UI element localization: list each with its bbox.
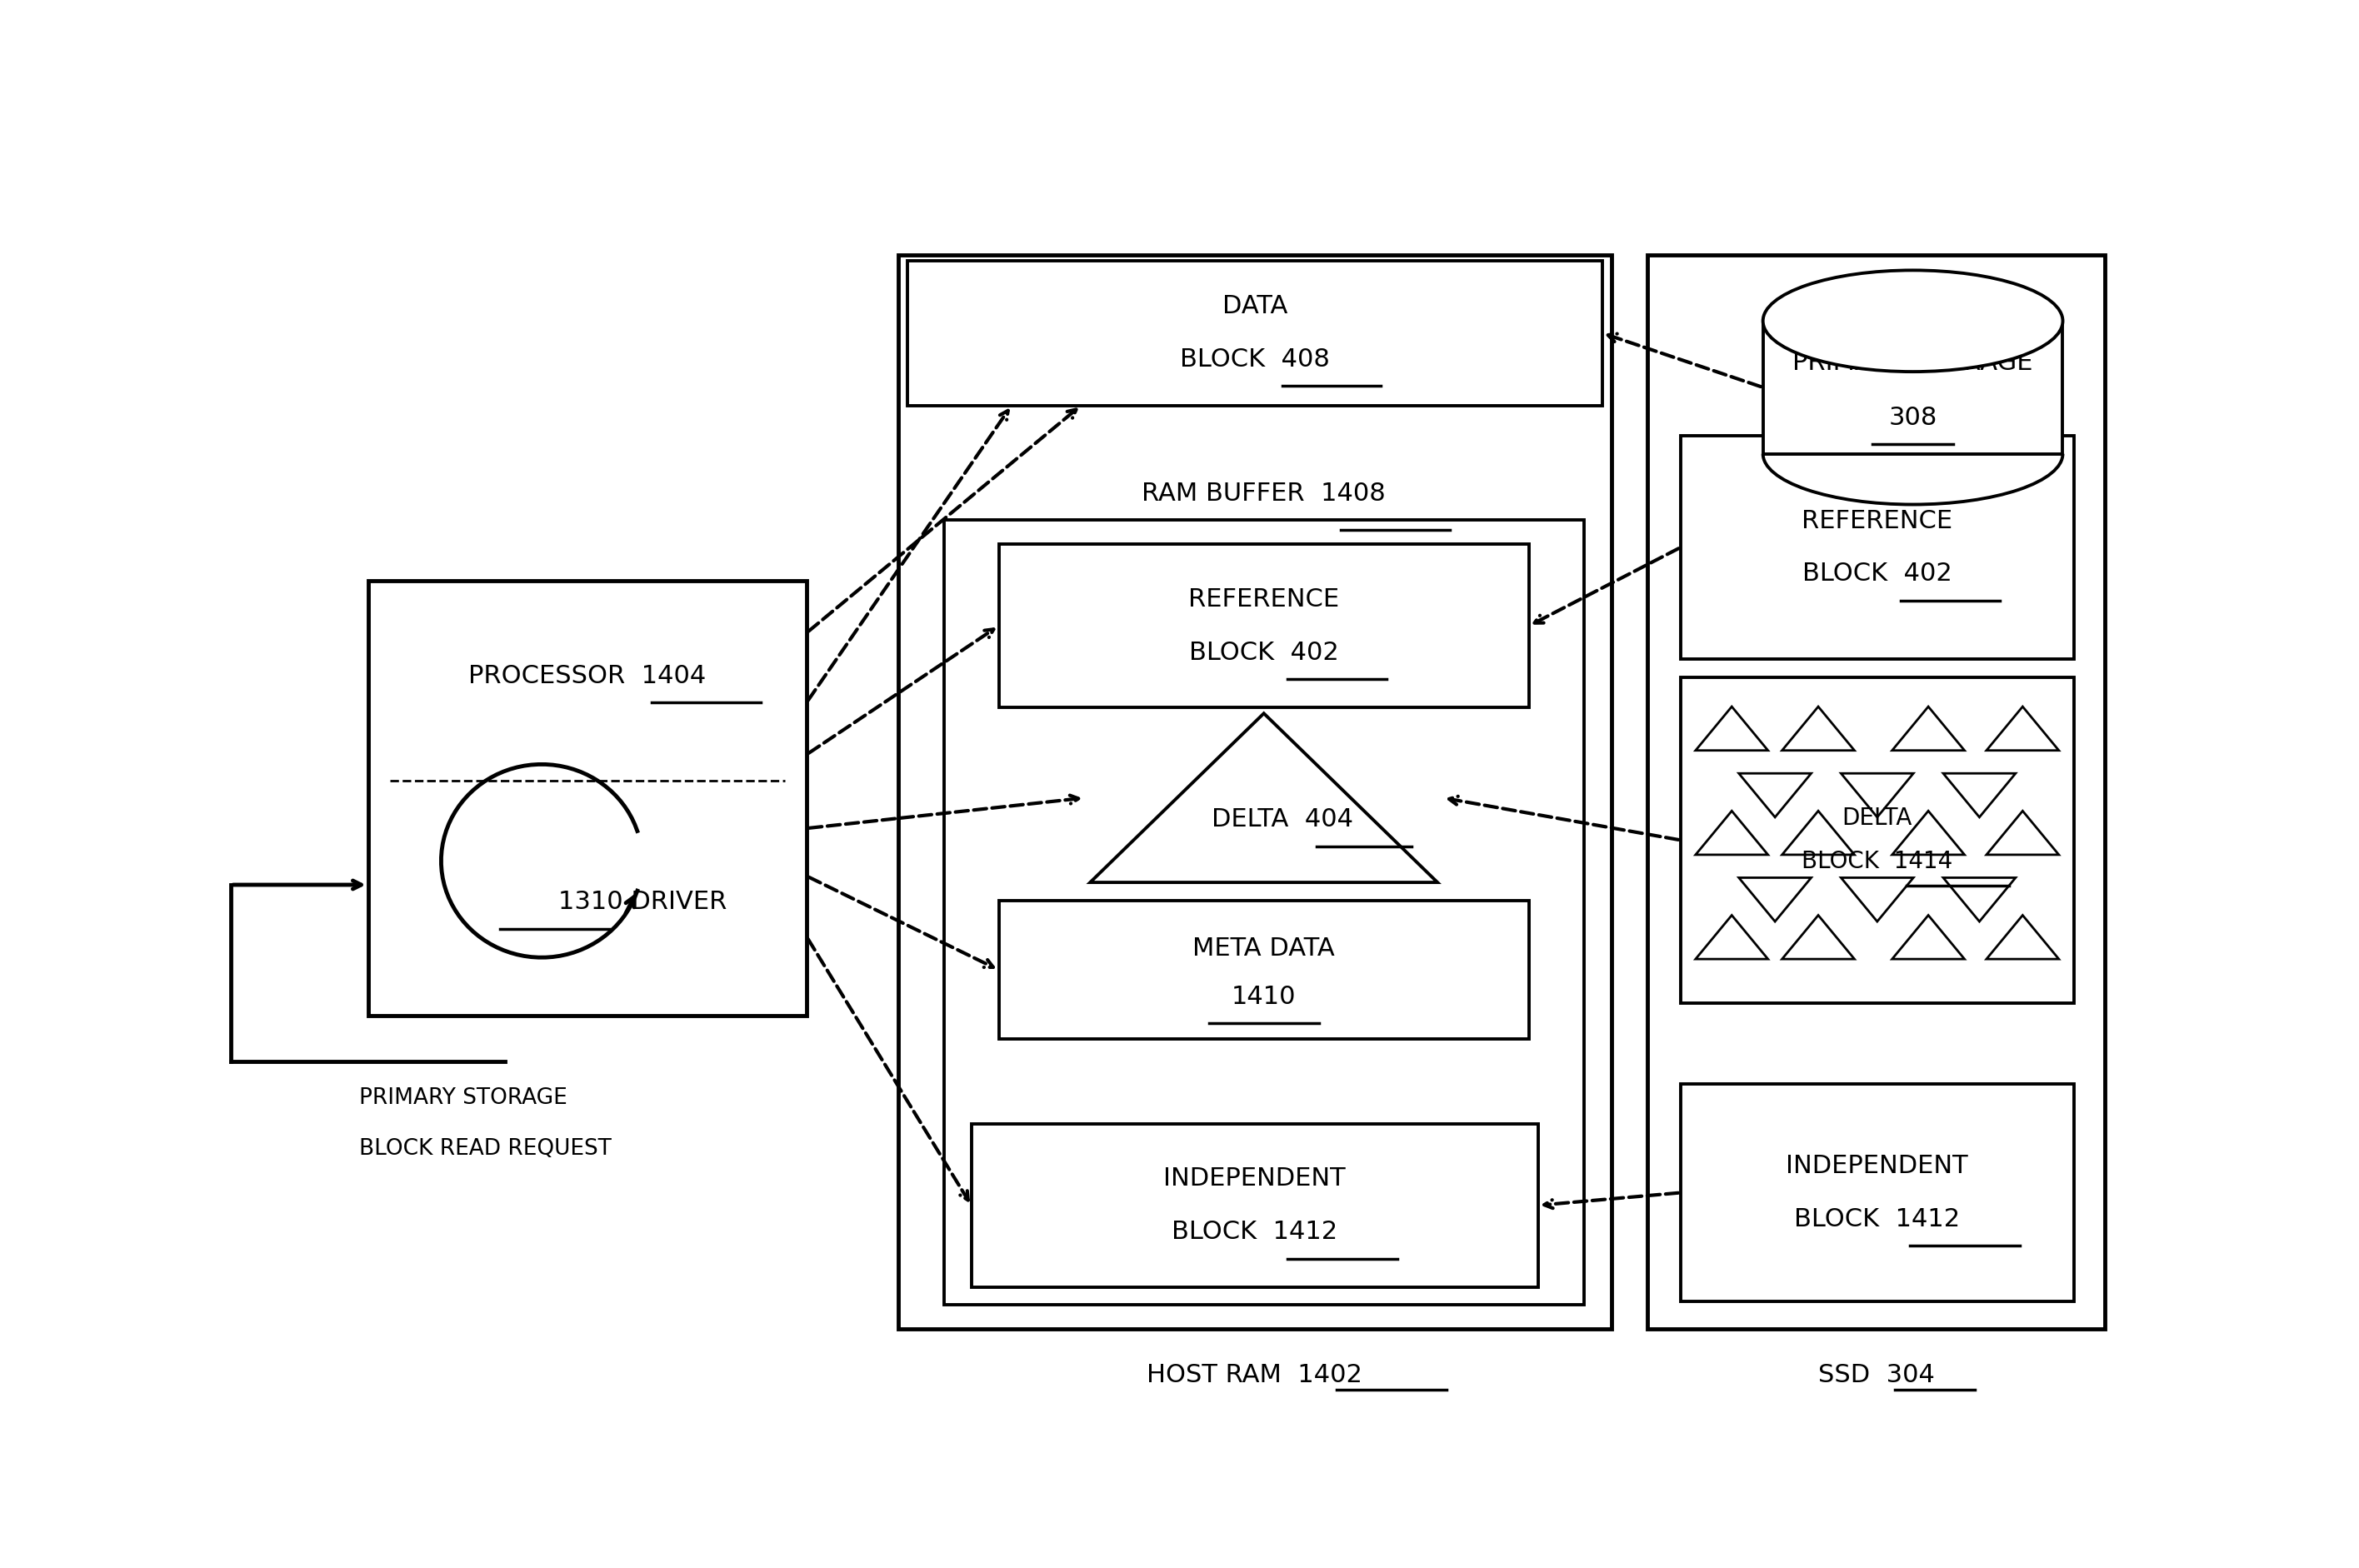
Bar <box>1647 254 2104 1330</box>
Bar <box>998 900 1529 1040</box>
Text: 1310 DRIVER: 1310 DRIVER <box>559 891 727 914</box>
Bar <box>1762 321 2062 453</box>
Text: BLOCK READ REQUEST: BLOCK READ REQUEST <box>359 1138 611 1160</box>
Text: BLOCK  1412: BLOCK 1412 <box>1172 1220 1338 1243</box>
Text: PROCESSOR  1404: PROCESSOR 1404 <box>469 665 705 688</box>
Text: PRIMARY STORAGE: PRIMARY STORAGE <box>359 1088 566 1109</box>
Text: DATA: DATA <box>1222 295 1288 318</box>
Text: BLOCK  402: BLOCK 402 <box>1802 561 1953 586</box>
Text: PRIMARY STORAGE: PRIMARY STORAGE <box>1793 351 2033 375</box>
Bar <box>1680 677 2074 1004</box>
Text: INDEPENDENT: INDEPENDENT <box>1786 1154 1967 1178</box>
Text: 308: 308 <box>1890 406 1937 430</box>
Text: RAM BUFFER  1408: RAM BUFFER 1408 <box>1142 481 1385 506</box>
Bar <box>972 1124 1538 1287</box>
Text: INDEPENDENT: INDEPENDENT <box>1163 1167 1345 1190</box>
Bar <box>368 580 807 1014</box>
Text: HOST RAM  1402: HOST RAM 1402 <box>1146 1363 1364 1388</box>
Text: SSD  304: SSD 304 <box>1819 1363 1934 1388</box>
Text: REFERENCE: REFERENCE <box>1802 508 1953 533</box>
Text: DELTA: DELTA <box>1842 808 1913 829</box>
Text: BLOCK  1414: BLOCK 1414 <box>1802 850 1953 873</box>
Bar <box>998 544 1529 707</box>
Bar <box>908 260 1602 406</box>
Text: BLOCK  408: BLOCK 408 <box>1180 348 1330 372</box>
Text: META DATA: META DATA <box>1194 936 1335 960</box>
Bar <box>1680 436 2074 659</box>
Text: REFERENCE: REFERENCE <box>1189 586 1340 612</box>
Text: DELTA  404: DELTA 404 <box>1210 808 1354 831</box>
Ellipse shape <box>1762 270 2062 372</box>
Text: BLOCK  402: BLOCK 402 <box>1189 640 1338 665</box>
Text: 1410: 1410 <box>1231 985 1295 1008</box>
Bar <box>1680 1083 2074 1301</box>
Bar <box>899 254 1611 1330</box>
Bar <box>944 521 1583 1305</box>
Text: BLOCK  1412: BLOCK 1412 <box>1795 1207 1960 1231</box>
